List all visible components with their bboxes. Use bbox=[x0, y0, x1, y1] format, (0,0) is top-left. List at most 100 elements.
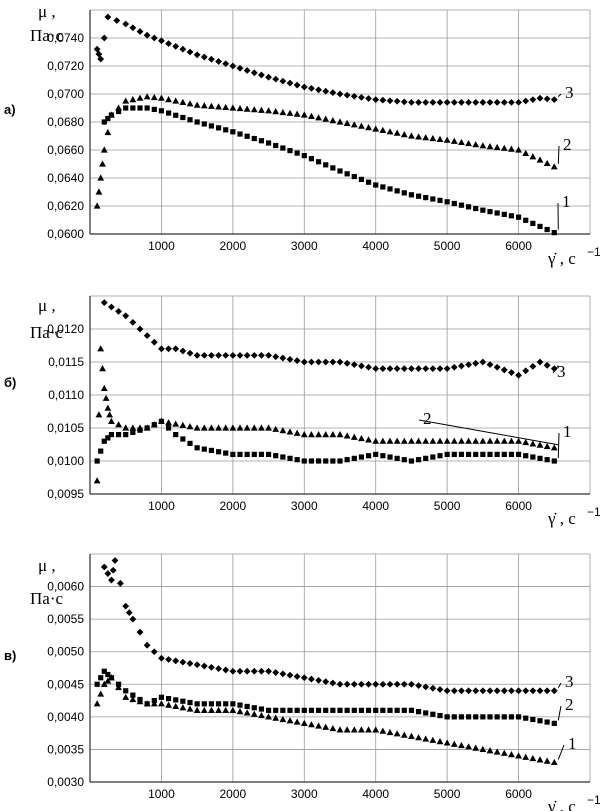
data-point bbox=[350, 726, 358, 733]
data-point bbox=[515, 437, 522, 444]
data-point bbox=[99, 365, 106, 372]
data-point bbox=[387, 186, 393, 192]
curve-leader-line bbox=[557, 145, 560, 164]
data-point bbox=[122, 602, 130, 610]
data-point bbox=[500, 366, 508, 374]
data-point bbox=[108, 576, 115, 584]
data-point bbox=[515, 214, 522, 220]
data-point bbox=[344, 171, 350, 177]
curve-label: 2 bbox=[565, 695, 574, 714]
data-point bbox=[323, 707, 329, 713]
data-point bbox=[393, 437, 401, 444]
data-point bbox=[350, 361, 358, 369]
curve-label: 3 bbox=[557, 362, 566, 381]
data-point bbox=[115, 104, 122, 111]
data-point bbox=[222, 666, 230, 674]
data-point bbox=[123, 105, 129, 111]
data-point bbox=[400, 731, 408, 738]
data-point bbox=[251, 705, 257, 711]
data-point bbox=[165, 96, 172, 103]
data-point bbox=[443, 437, 451, 444]
data-point bbox=[208, 352, 215, 359]
data-point bbox=[179, 347, 187, 355]
x-tick-label: 1000 bbox=[148, 787, 175, 801]
data-point bbox=[93, 477, 101, 484]
data-point bbox=[308, 358, 315, 366]
data-point bbox=[97, 55, 105, 63]
data-point bbox=[351, 455, 357, 461]
data-point bbox=[479, 99, 487, 106]
data-point bbox=[487, 209, 493, 215]
data-point bbox=[400, 131, 408, 138]
data-point bbox=[537, 718, 543, 724]
data-point bbox=[215, 58, 222, 65]
data-point bbox=[450, 363, 458, 371]
data-point bbox=[143, 31, 151, 39]
data-point bbox=[358, 362, 365, 370]
data-point bbox=[300, 431, 308, 438]
data-point bbox=[136, 628, 144, 636]
data-point bbox=[408, 732, 415, 739]
data-point bbox=[522, 97, 530, 105]
data-point bbox=[379, 126, 387, 133]
data-point bbox=[486, 361, 494, 369]
data-point bbox=[472, 359, 480, 367]
data-point bbox=[472, 744, 480, 751]
data-point bbox=[105, 671, 111, 678]
data-point bbox=[286, 428, 294, 435]
data-point bbox=[336, 726, 344, 733]
data-point bbox=[337, 458, 343, 464]
data-point bbox=[180, 698, 186, 704]
data-point bbox=[308, 156, 315, 162]
data-point bbox=[265, 451, 272, 457]
data-point bbox=[472, 687, 480, 695]
data-point bbox=[422, 99, 430, 106]
data-point bbox=[379, 437, 387, 444]
y-tick-label: 0,0680 bbox=[47, 115, 84, 129]
data-point bbox=[323, 458, 329, 464]
data-point bbox=[130, 692, 136, 698]
data-point bbox=[373, 707, 379, 713]
data-point bbox=[329, 724, 337, 732]
data-point bbox=[230, 451, 236, 457]
data-point bbox=[104, 404, 112, 411]
data-point bbox=[544, 457, 550, 463]
data-point bbox=[530, 220, 536, 226]
y-axis-label-symbol: μ , bbox=[38, 556, 56, 575]
x-tick-label: 1000 bbox=[148, 239, 175, 253]
data-point bbox=[322, 678, 330, 686]
data-point bbox=[273, 142, 279, 149]
data-point bbox=[172, 43, 180, 50]
x-tick-label: 2000 bbox=[220, 239, 247, 253]
panel-label: в) bbox=[4, 648, 16, 663]
data-point bbox=[386, 728, 394, 736]
curve-label: 1 bbox=[562, 192, 571, 211]
data-point bbox=[550, 444, 558, 451]
data-point bbox=[105, 435, 111, 441]
x-axis-label-exponent: −1 bbox=[587, 793, 601, 807]
data-point bbox=[365, 680, 372, 688]
data-point bbox=[129, 319, 137, 326]
data-point bbox=[493, 363, 501, 371]
data-point bbox=[508, 687, 515, 695]
data-point bbox=[98, 448, 104, 454]
data-point bbox=[293, 110, 301, 117]
y-tick-label: 0,0035 bbox=[47, 742, 84, 756]
data-point bbox=[443, 136, 451, 143]
data-point bbox=[194, 119, 200, 125]
data-point bbox=[515, 371, 522, 379]
data-point bbox=[208, 663, 215, 671]
data-point bbox=[98, 675, 104, 681]
data-point bbox=[243, 67, 251, 74]
data-point bbox=[129, 96, 137, 103]
data-point bbox=[150, 700, 158, 707]
data-point bbox=[251, 135, 257, 142]
data-point bbox=[358, 680, 365, 688]
data-point bbox=[179, 658, 187, 666]
data-point bbox=[201, 701, 207, 707]
series-1 bbox=[101, 105, 557, 236]
data-point bbox=[336, 680, 344, 688]
data-point bbox=[408, 99, 415, 106]
data-point bbox=[436, 365, 444, 372]
data-point bbox=[515, 752, 522, 759]
